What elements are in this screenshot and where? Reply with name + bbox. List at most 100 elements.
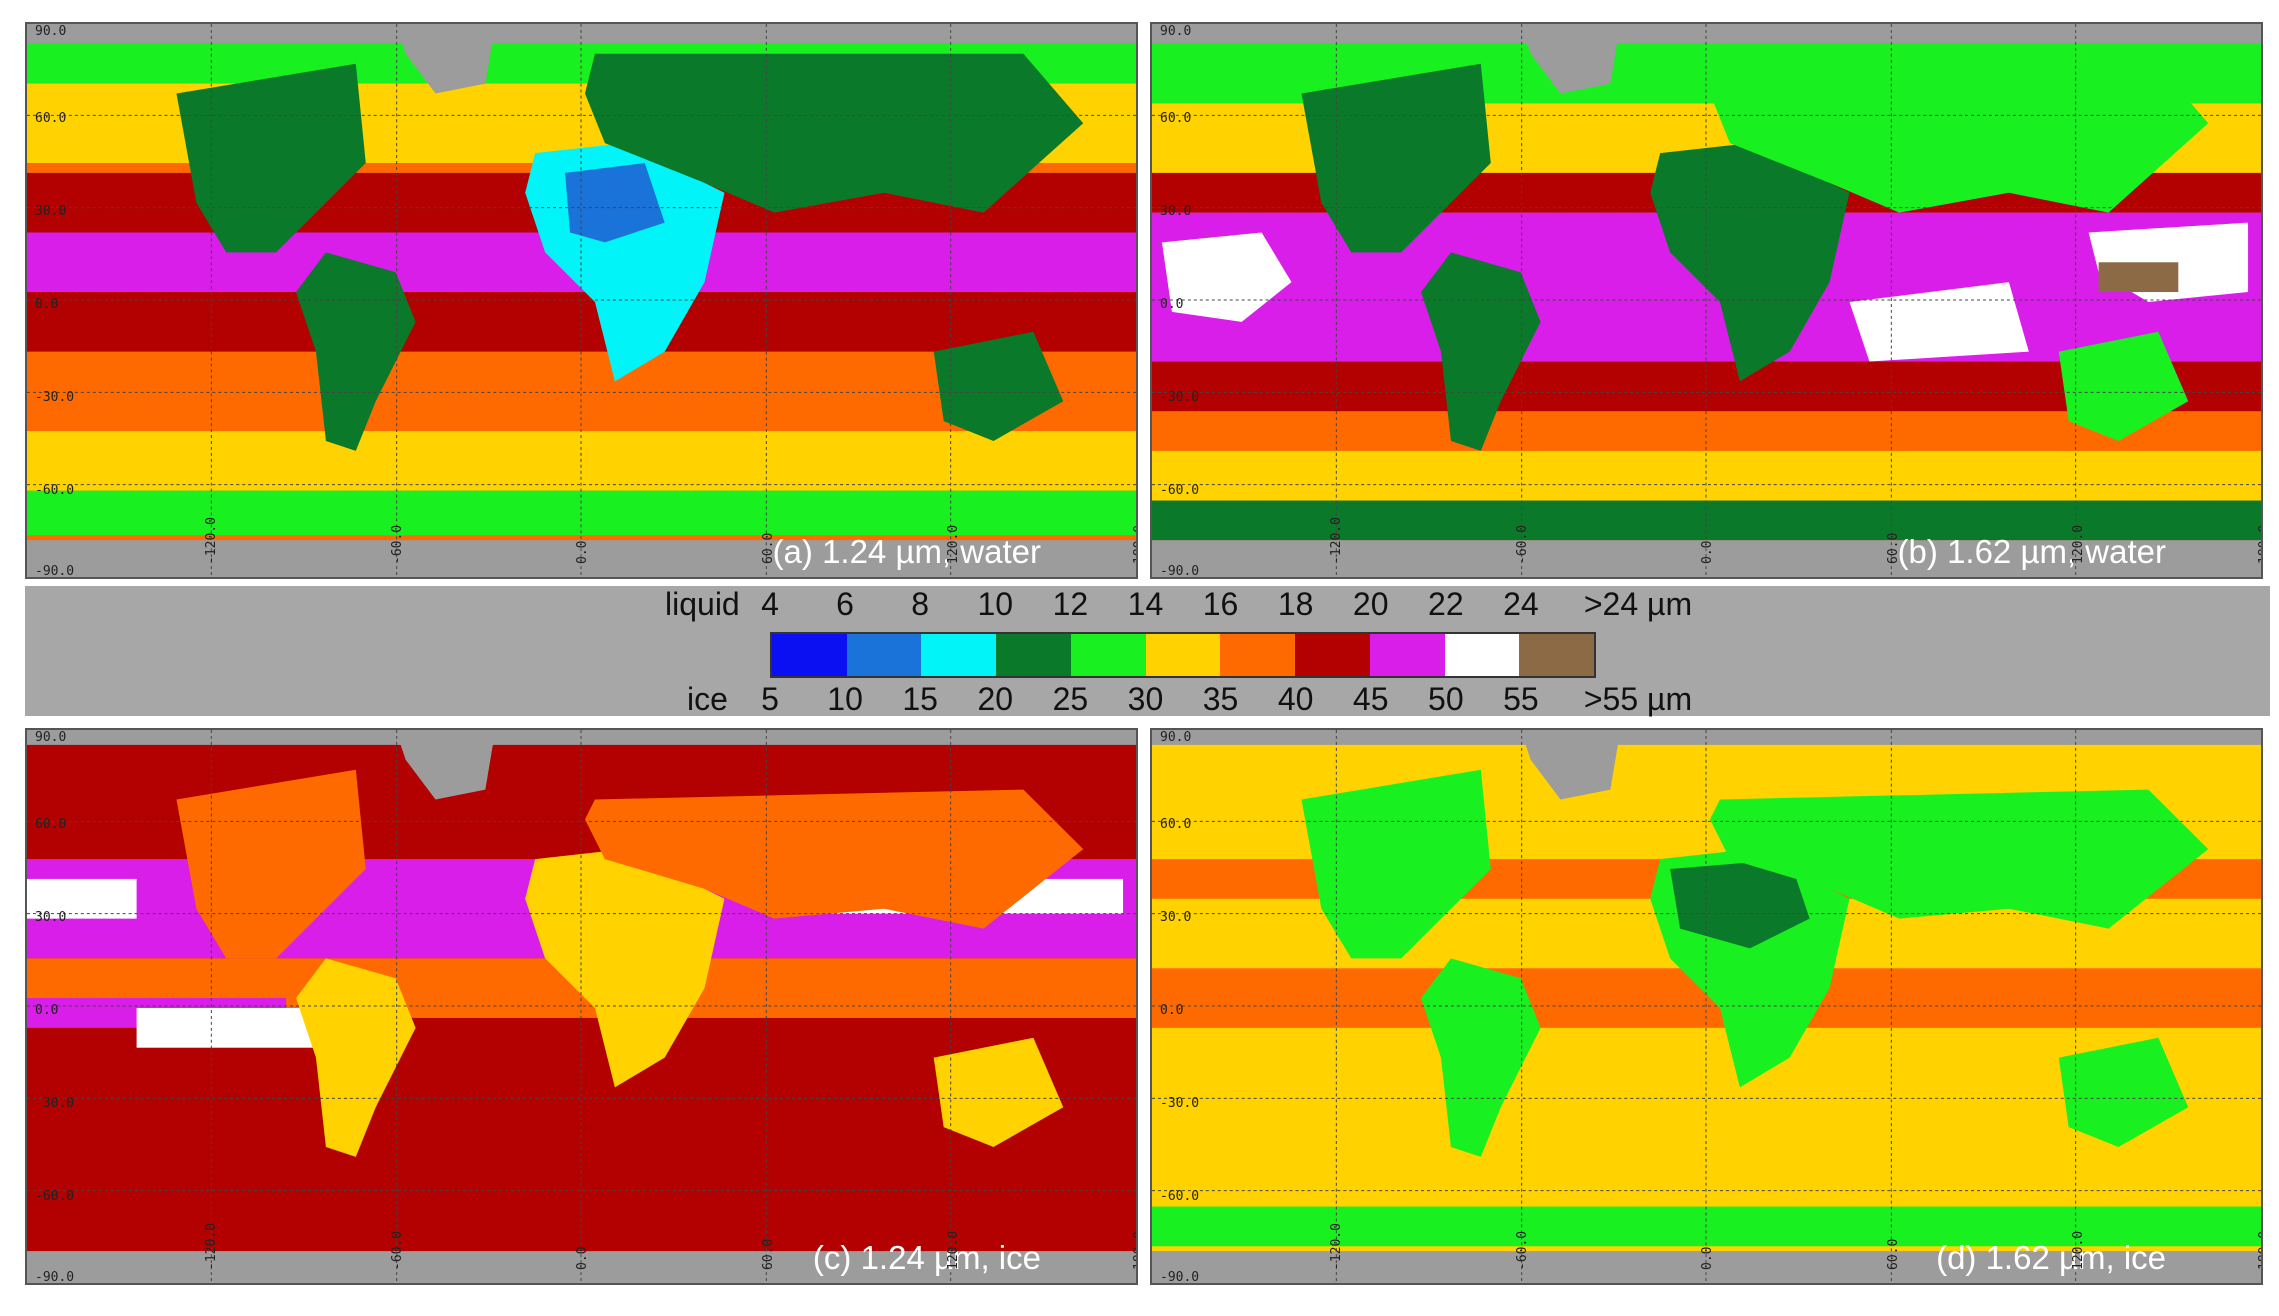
liquid-row-label: liquid <box>665 586 740 622</box>
liquid-tick-label: 8 <box>911 586 930 622</box>
latitude-label: -30.0 <box>1160 390 1200 405</box>
liquid-tick-label: 12 <box>1052 586 1089 622</box>
colorbar-swatch <box>1145 634 1221 676</box>
latitude-label: 90.0 <box>35 24 67 39</box>
panel-b-label: (b) 1.62 µm, water <box>1897 533 2166 570</box>
map-graphic-d <box>1152 730 2261 1283</box>
latitude-label: 60.0 <box>1160 817 1192 832</box>
latitude-label: -90.0 <box>35 564 75 579</box>
colorbar-swatch <box>1295 634 1370 676</box>
latitude-label: -30.0 <box>1160 1096 1200 1111</box>
longitude-label: -60.0 <box>1514 1230 1530 1270</box>
ice-tick-label: 55 <box>1503 681 1539 717</box>
longitude-label: -60.0 <box>1514 524 1530 564</box>
latitude-label: -90.0 <box>35 1270 75 1285</box>
latitude-label: 60.0 <box>1160 111 1192 126</box>
longitude-label: -120.0 <box>1329 1223 1344 1270</box>
latitude-label: 60.0 <box>35 817 67 832</box>
map-panel-b: (b) 1.62 µm, water 90.0 60.0 30.0 0.0 -30.0 -… <box>1150 22 2263 579</box>
longitude-label: 180.0 <box>1131 1230 1138 1270</box>
ice-tick-label: 35 <box>1202 681 1239 717</box>
map-panel-a: (a) 1.24 µm, water 90.0 60.0 30.0 0.0 -30.0 -… <box>25 22 1138 579</box>
liquid-tick-label: 24 <box>1503 586 1539 622</box>
panel-c-label: (c) 1.24 µm, ice <box>812 1239 1041 1276</box>
ice-tick-label: 40 <box>1277 681 1314 717</box>
liquid-tick-label: 20 <box>1352 586 1389 622</box>
map-graphic-c <box>27 730 1136 1283</box>
colorbar-swatch <box>1444 634 1520 676</box>
ice-tick-label: 20 <box>977 681 1014 717</box>
colorbar-swatch <box>772 634 847 676</box>
colorbar-swatch <box>846 634 922 676</box>
longitude-label: 120.0 <box>946 1230 961 1270</box>
panel-a-label: (a) 1.24 µm, water <box>772 533 1041 570</box>
colorbar-swatch <box>921 634 997 676</box>
longitude-label: 60.0 <box>1885 1238 1901 1270</box>
latitude-label: 90.0 <box>1160 24 1192 39</box>
map-panel-d: (d) 1.62 µm, ice 90.0 60.0 30.0 0.0 -30.0 -60… <box>1150 728 2263 1285</box>
latitude-label: -30.0 <box>35 1096 75 1111</box>
map-panel-c: (c) 1.24 µm, ice 90.0 60.0 30.0 0.0 -30.0 -60… <box>25 728 1138 1285</box>
ice-tick-label: >55 µm <box>1583 681 1693 717</box>
latitude-label: 30.0 <box>35 204 67 219</box>
liquid-tick-label: 18 <box>1277 586 1314 622</box>
liquid-tick-label: 16 <box>1202 586 1239 622</box>
longitude-label: 120.0 <box>946 524 961 564</box>
liquid-tick-label: >24 µm <box>1583 586 1693 622</box>
liquid-tick-label: 22 <box>1428 586 1464 622</box>
longitude-label: 60.0 <box>1885 532 1901 564</box>
longitude-label: 0.0 <box>575 540 590 564</box>
longitude-label: 0.0 <box>575 1246 590 1270</box>
liquid-tick-label: 10 <box>977 586 1014 622</box>
latitude-label: 30.0 <box>35 910 67 925</box>
colorbar <box>770 632 1596 678</box>
ice-row-label: ice <box>687 681 728 717</box>
latitude-label: 0.0 <box>1160 297 1184 312</box>
latitude-label: 60.0 <box>35 111 67 126</box>
latitude-label: 90.0 <box>35 730 67 745</box>
ice-tick-label: 25 <box>1052 681 1089 717</box>
longitude-label: 120.0 <box>2071 524 2086 564</box>
longitude-label: -120.0 <box>204 1223 219 1270</box>
longitude-label: -60.0 <box>389 1230 405 1270</box>
map-graphic-b <box>1152 24 2261 577</box>
liquid-tick-label: 4 <box>761 586 779 622</box>
latitude-label: 30.0 <box>1160 204 1192 219</box>
colorbar-swatch <box>996 634 1071 676</box>
latitude-label: -90.0 <box>1160 1270 1200 1285</box>
latitude-label: 90.0 <box>1160 730 1192 745</box>
ice-tick-label: 30 <box>1127 681 1164 717</box>
latitude-label: 30.0 <box>1160 910 1192 925</box>
map-graphic-a <box>27 24 1136 577</box>
liquid-tick-label: 6 <box>836 586 854 622</box>
ice-tick-label: 5 <box>761 681 779 717</box>
latitude-label: -60.0 <box>1160 1189 1200 1204</box>
ice-tick-label: 50 <box>1428 681 1464 717</box>
longitude-label: 180.0 <box>2256 1230 2263 1270</box>
longitude-label: 60.0 <box>760 532 776 564</box>
latitude-label: 0.0 <box>35 297 59 312</box>
colorbar-swatch <box>1369 634 1445 676</box>
longitude-label: -60.0 <box>389 524 405 564</box>
longitude-label: -120.0 <box>1329 517 1344 564</box>
latitude-label: -30.0 <box>35 390 75 405</box>
ice-tick-label: 15 <box>902 681 938 717</box>
liquid-tick-label: 14 <box>1127 586 1164 622</box>
panel-d-label: (d) 1.62 µm, ice <box>1936 1239 2166 1276</box>
longitude-label: 0.0 <box>1700 1246 1715 1270</box>
colorbar-swatch <box>1220 634 1296 676</box>
latitude-label: -60.0 <box>1160 483 1200 498</box>
ice-tick-label: 45 <box>1352 681 1389 717</box>
longitude-label: -120.0 <box>204 517 219 564</box>
latitude-label: 0.0 <box>1160 1003 1184 1018</box>
latitude-label: -60.0 <box>35 483 75 498</box>
colorbar-swatch <box>1070 634 1146 676</box>
longitude-label: 60.0 <box>760 1238 776 1270</box>
latitude-label: -90.0 <box>1160 564 1200 579</box>
longitude-label: 0.0 <box>1700 540 1715 564</box>
longitude-label: 180.0 <box>2256 524 2263 564</box>
latitude-label: 0.0 <box>35 1003 59 1018</box>
latitude-label: -60.0 <box>35 1189 75 1204</box>
longitude-label: 180.0 <box>1131 524 1138 564</box>
